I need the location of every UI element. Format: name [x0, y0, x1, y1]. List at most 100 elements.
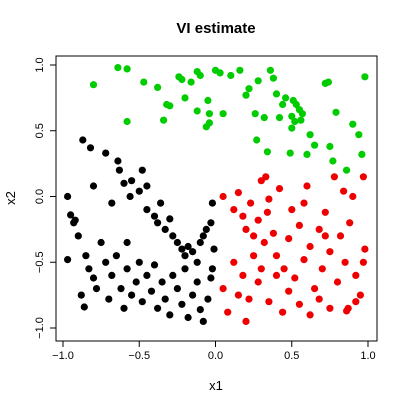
data-point [117, 285, 125, 293]
data-point [210, 245, 218, 253]
data-point [300, 199, 308, 207]
data-point [242, 91, 250, 99]
data-point [292, 100, 300, 109]
data-point [311, 285, 319, 293]
data-point [359, 173, 367, 181]
data-point [303, 150, 311, 158]
data-point [279, 308, 287, 316]
data-point [115, 166, 123, 174]
data-point [92, 285, 101, 293]
data-point [306, 311, 314, 319]
y-axis: −1.0 −0.5 0.0 0.5 1.0 [34, 57, 57, 339]
data-point [74, 232, 82, 240]
data-point [343, 307, 351, 315]
data-point [272, 252, 281, 260]
data-point [230, 206, 238, 214]
data-point [208, 265, 216, 273]
data-point [216, 69, 224, 77]
data-point [257, 265, 265, 273]
data-point [205, 110, 213, 118]
plot-frame [55, 55, 378, 342]
data-point [355, 131, 363, 139]
data-point [286, 149, 294, 157]
data-point [265, 298, 273, 306]
data-point [166, 102, 174, 110]
data-point [178, 300, 186, 308]
data-point [280, 265, 288, 273]
data-points [64, 64, 369, 325]
data-point [272, 271, 281, 279]
data-point [340, 187, 348, 195]
data-point [279, 100, 287, 109]
data-point [77, 291, 85, 299]
data-point [187, 78, 195, 86]
data-point [265, 195, 273, 203]
data-point [123, 65, 131, 73]
data-point [123, 117, 131, 126]
data-point [102, 258, 110, 266]
data-point [326, 142, 334, 151]
data-point [332, 108, 340, 116]
data-point [204, 96, 212, 105]
data-point [298, 110, 306, 118]
data-point [247, 199, 255, 207]
data-point [260, 114, 268, 122]
data-point [64, 256, 72, 264]
data-point [219, 192, 227, 201]
data-point [269, 74, 277, 82]
data-point [288, 124, 296, 132]
data-point [358, 150, 366, 158]
x-axis-label: x1 [209, 378, 223, 393]
data-point [132, 278, 140, 286]
data-point [64, 192, 72, 201]
data-point [359, 258, 367, 266]
data-point [97, 238, 105, 247]
data-point [318, 265, 326, 273]
x-tick-label: 0.5 [284, 350, 299, 362]
data-point [108, 271, 116, 279]
chart-title: VI estimate [176, 20, 255, 37]
data-point [219, 110, 227, 118]
data-point [288, 206, 296, 214]
data-point [150, 261, 159, 269]
data-point [333, 278, 342, 286]
data-point [326, 248, 334, 256]
data-point [143, 206, 151, 214]
data-point [361, 73, 369, 81]
data-point [306, 131, 314, 139]
data-point [234, 291, 242, 299]
data-point [324, 78, 332, 86]
data-point [242, 317, 250, 325]
data-point [178, 75, 186, 84]
data-point [161, 225, 169, 233]
data-point [321, 208, 329, 216]
x-tick-label: −0.5 [128, 350, 150, 362]
data-point [236, 66, 244, 74]
data-point [123, 265, 131, 273]
data-point [143, 182, 151, 190]
data-point [262, 173, 270, 181]
data-point [254, 278, 262, 286]
data-point [108, 199, 116, 207]
data-point [285, 287, 293, 295]
data-point [202, 225, 210, 233]
data-point [352, 271, 360, 279]
data-point [254, 77, 262, 85]
data-point [207, 274, 215, 282]
data-point [147, 287, 156, 295]
data-point [272, 90, 281, 98]
data-point [326, 304, 334, 312]
data-point [189, 248, 197, 256]
data-point [79, 136, 87, 144]
x-tick-label: 0.0 [208, 350, 223, 362]
data-point [227, 71, 235, 80]
data-point [89, 81, 98, 89]
data-point [336, 232, 345, 240]
data-point [154, 83, 162, 91]
data-point [71, 216, 79, 224]
data-point [126, 192, 134, 201]
data-point [205, 119, 213, 127]
data-point [204, 295, 212, 303]
data-point [120, 179, 128, 187]
data-point [138, 166, 146, 174]
